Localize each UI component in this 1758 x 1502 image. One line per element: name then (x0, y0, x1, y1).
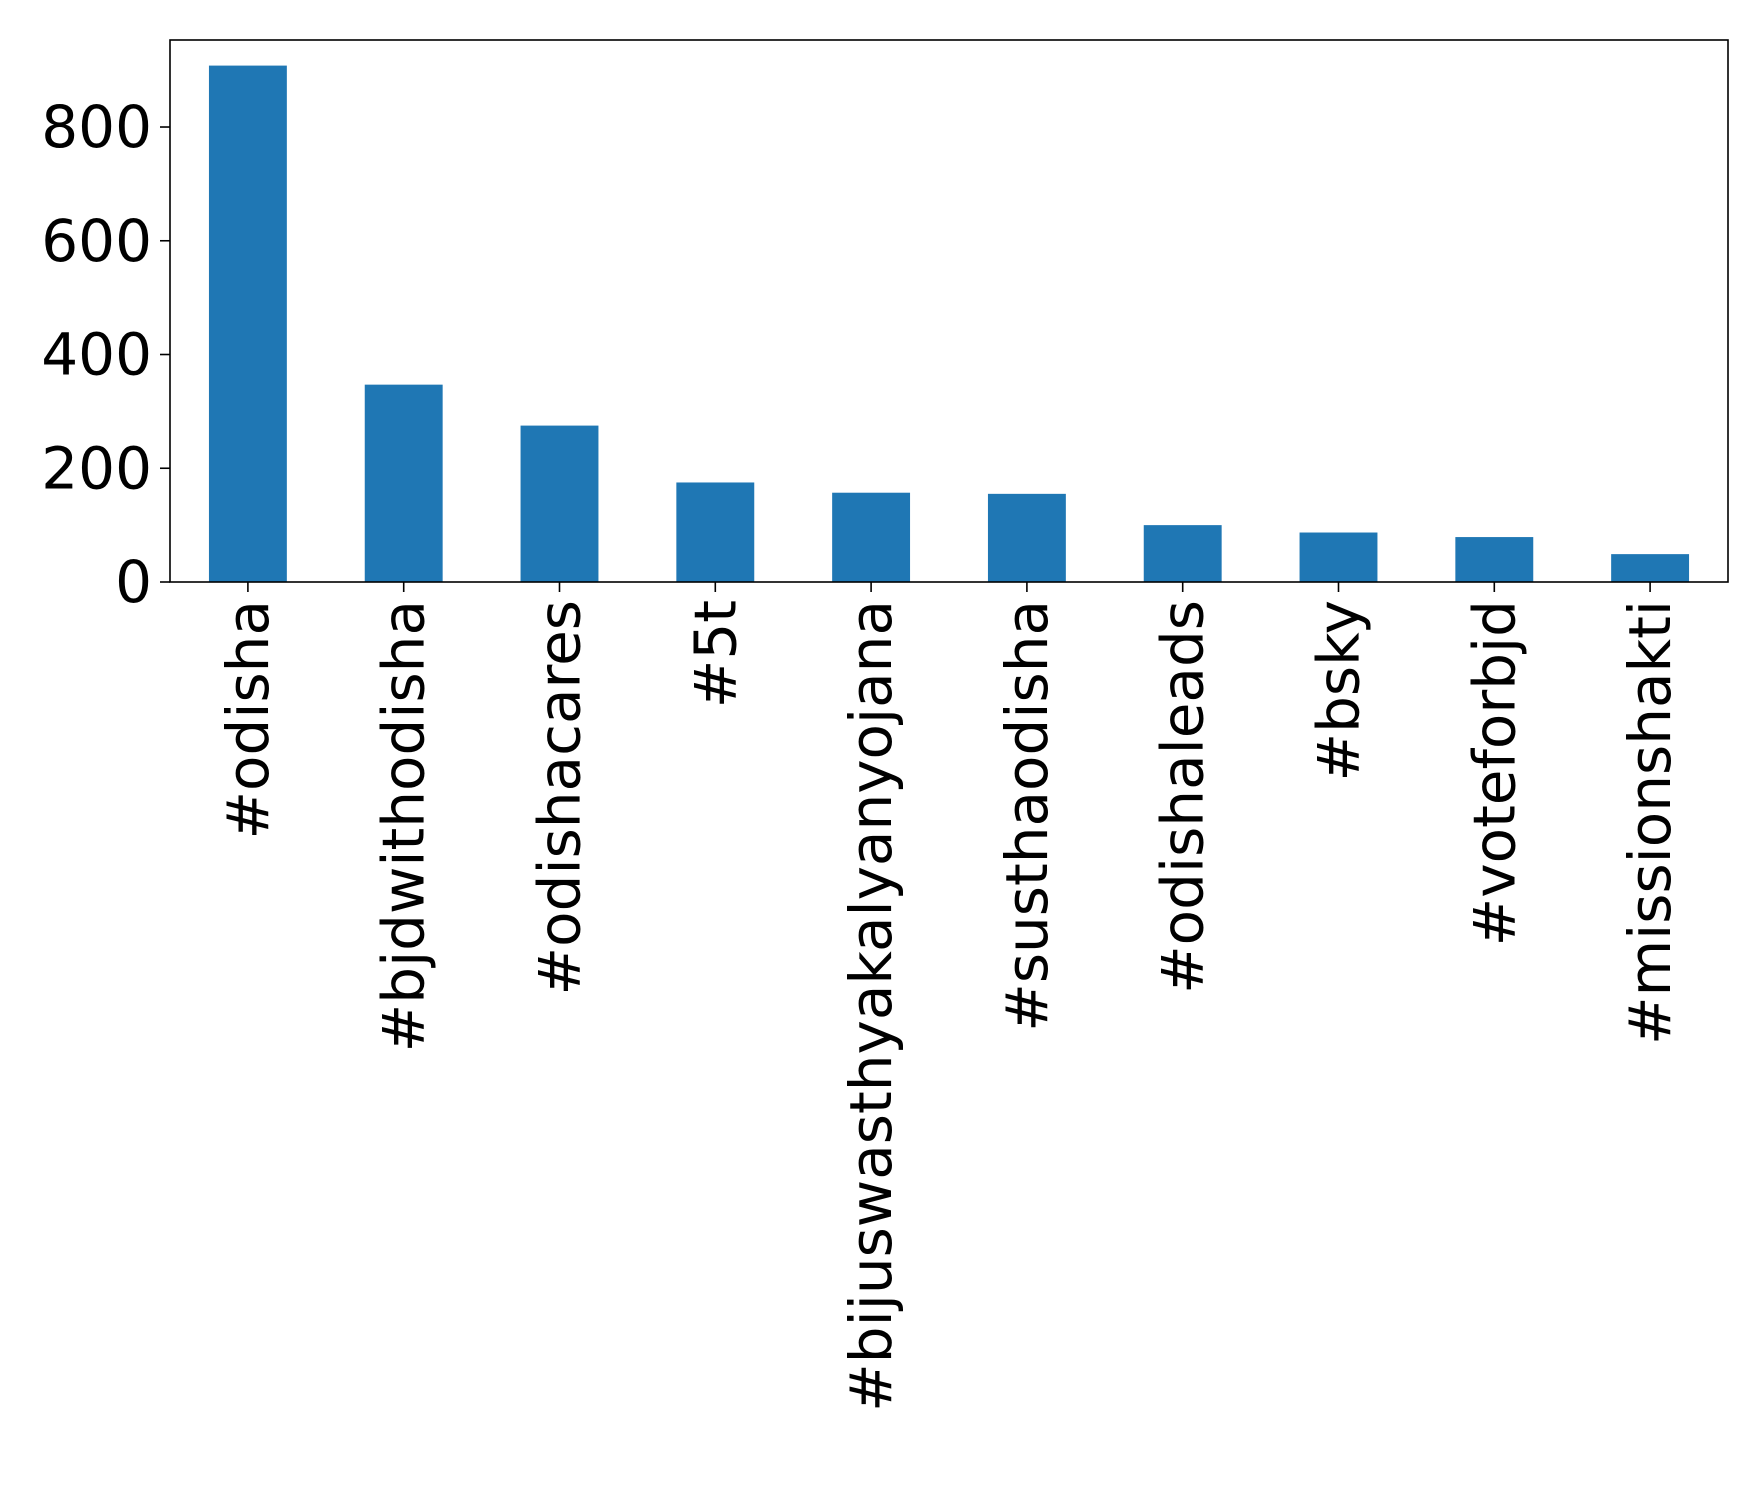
bar-7 (1299, 532, 1378, 582)
x-tick-label-1: #bjdwithodisha (370, 600, 438, 1052)
x-tick-label-3: #5t (681, 600, 749, 708)
bar-0 (208, 65, 287, 582)
x-tick-label-5: #susthaodisha (993, 600, 1061, 1032)
plot-frame (169, 39, 1729, 583)
bar-5 (987, 493, 1066, 582)
x-axis-ticks: #odisha #bjdwithodisha #odishacares #5t #bij… (214, 582, 1684, 1412)
y-tick-label-1: 200 (41, 434, 152, 502)
y-axis-ticks: 0 200 400 600 800 (41, 93, 170, 616)
bars-group (208, 65, 1690, 582)
y-tick-label-0: 0 (115, 548, 152, 616)
x-tick-label-6: #odishaleads (1149, 600, 1217, 994)
bar-9 (1611, 554, 1690, 582)
bar-1 (364, 384, 443, 582)
x-tick-label-8: #voteforbjd (1460, 600, 1528, 946)
y-tick-label-3: 600 (41, 207, 152, 275)
x-tick-label-2: #odishacares (526, 600, 594, 995)
x-tick-label-9: #missionshakti (1616, 600, 1684, 1045)
bar-2 (520, 425, 599, 582)
x-tick-label-7: #bsky (1305, 600, 1373, 781)
bar-6 (1143, 525, 1222, 582)
y-tick-label-4: 800 (41, 93, 152, 161)
x-tick-label-0: #odisha (214, 600, 282, 840)
x-tick-label-4: #bijuswasthyakalyanyojana (837, 600, 905, 1412)
y-tick-label-2: 400 (41, 321, 152, 389)
bar-8 (1455, 537, 1534, 582)
bar-3 (676, 482, 755, 582)
bar-4 (832, 492, 911, 582)
